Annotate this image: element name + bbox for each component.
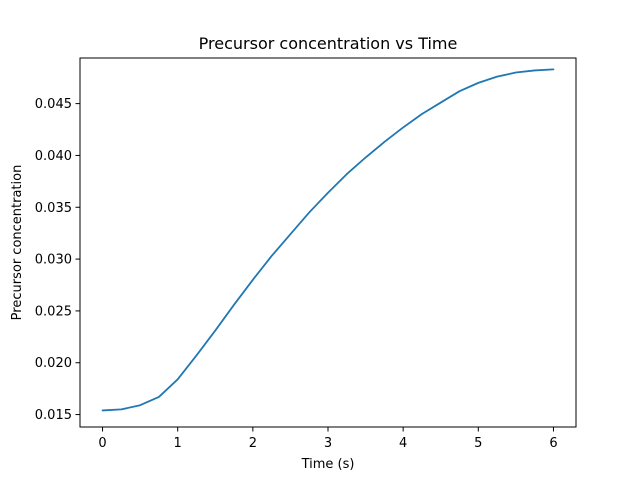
chart-title: Precursor concentration vs Time [199,34,458,53]
x-tick-label: 3 [324,436,332,451]
y-tick-label: 0.020 [35,356,72,371]
y-tick-label: 0.015 [35,408,72,423]
x-tick-label: 6 [549,436,557,451]
axes-frame [79,57,577,428]
x-tick-label: 5 [474,436,482,451]
x-tick-label: 2 [249,436,257,451]
x-tick-label: 1 [174,436,182,451]
x-tick-label: 0 [98,436,106,451]
y-tick-label: 0.035 [35,201,72,216]
x-tick-label: 4 [399,436,407,451]
y-tick-label: 0.030 [35,253,72,268]
series-line [101,68,555,412]
plot-area [101,68,555,412]
x-axis-label: Time (s) [301,457,355,472]
y-tick-label: 0.040 [35,149,72,164]
y-axis-label: Precursor concentration [10,165,25,321]
y-tick-label: 0.025 [35,304,72,319]
y-tick-label: 0.045 [35,97,72,112]
